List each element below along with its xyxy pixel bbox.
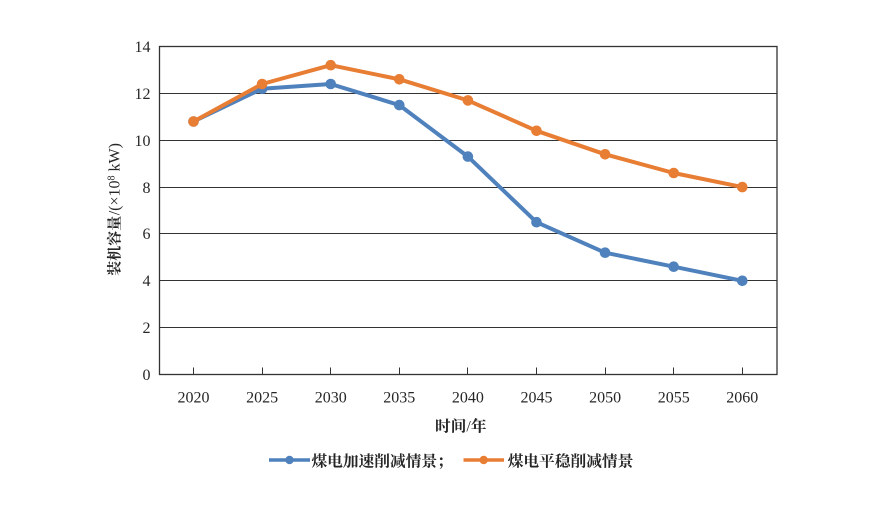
svg-text:12: 12 <box>135 86 151 103</box>
svg-text:/(×108 kW): /(×108 kW) <box>107 143 124 215</box>
svg-text:6: 6 <box>143 226 151 243</box>
svg-text:2050: 2050 <box>589 390 621 407</box>
svg-text:0: 0 <box>143 367 151 384</box>
svg-text:4: 4 <box>143 273 151 290</box>
svg-text:2040: 2040 <box>452 390 484 407</box>
svg-text:8: 8 <box>143 180 151 197</box>
svg-text:2060: 2060 <box>726 390 758 407</box>
svg-text:14: 14 <box>135 39 151 56</box>
svg-text:2025: 2025 <box>246 390 278 407</box>
svg-text:2045: 2045 <box>521 390 553 407</box>
svg-text:10: 10 <box>135 133 151 150</box>
svg-text:2030: 2030 <box>315 390 347 407</box>
svg-text:2035: 2035 <box>383 390 415 407</box>
svg-text:/: / <box>466 419 471 436</box>
svg-text:2020: 2020 <box>178 390 210 407</box>
svg-text:2: 2 <box>143 320 151 337</box>
svg-text:2055: 2055 <box>658 390 690 407</box>
